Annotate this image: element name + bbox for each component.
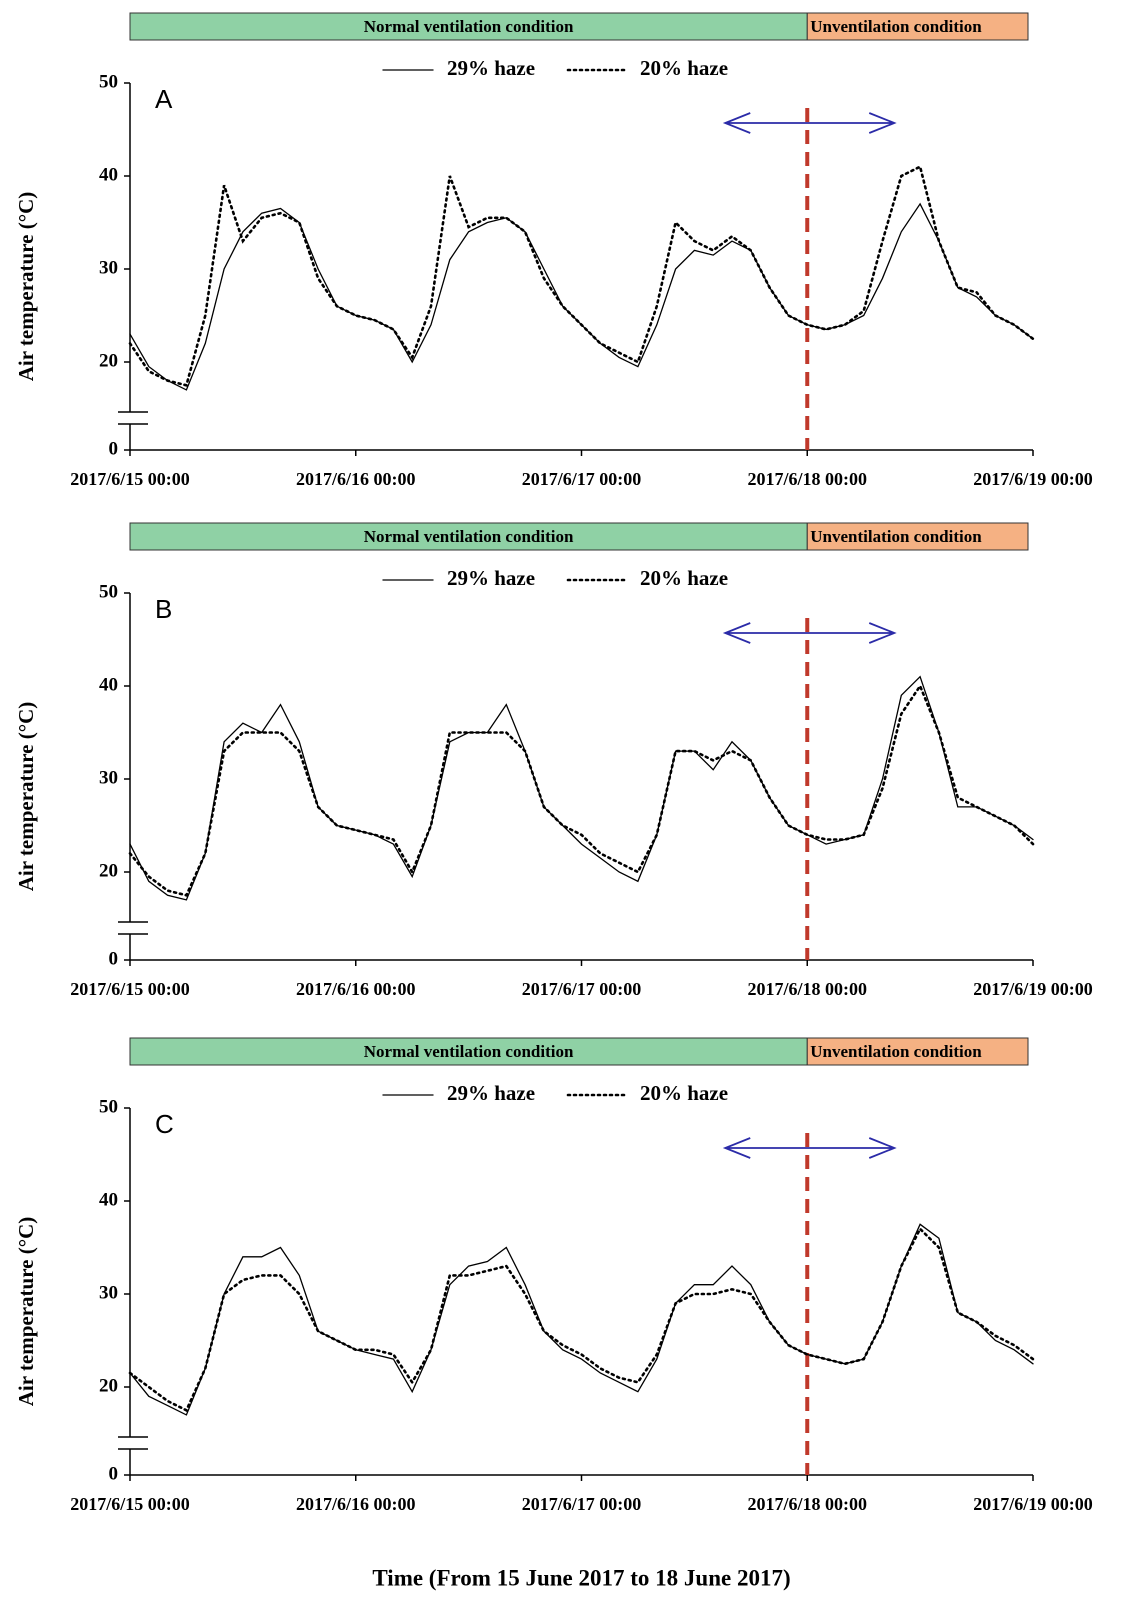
- x-tick-label: 2017/6/16 00:00: [296, 1494, 416, 1514]
- x-tick-label: 2017/6/18 00:00: [748, 1494, 868, 1514]
- y-tick-label: 30: [99, 1282, 118, 1303]
- series-line: [128, 1226, 1035, 1413]
- x-tick-label: 2017/6/18 00:00: [748, 469, 868, 489]
- y-tick-label: 0: [109, 438, 119, 459]
- legend-label: 20% haze: [640, 56, 728, 80]
- y-tick-label: 20: [99, 860, 118, 881]
- band-label: Unventilation condition: [810, 17, 982, 36]
- x-tick-label: 2017/6/17 00:00: [522, 469, 642, 489]
- x-tick-label: 2017/6/19 00:00: [973, 469, 1093, 489]
- legend-label: 29% haze: [447, 566, 535, 590]
- legend-label: 20% haze: [640, 566, 728, 590]
- legend-label: 29% haze: [447, 56, 535, 80]
- series-line: [129, 202, 1034, 391]
- panel-label: A: [155, 84, 173, 114]
- condition-band: [806, 522, 1029, 551]
- series-line: [129, 1223, 1034, 1416]
- y-tick-label: 40: [99, 164, 118, 185]
- x-tick-label: 2017/6/16 00:00: [296, 979, 416, 999]
- arrow: [722, 622, 897, 644]
- y-axis-label: Air temperature (°C): [14, 1217, 38, 1407]
- y-tick-label: 20: [99, 1375, 118, 1396]
- y-tick-label: 50: [99, 581, 118, 602]
- x-tick-label: 2017/6/19 00:00: [973, 1494, 1093, 1514]
- y-tick-label: 40: [99, 1189, 118, 1210]
- arrow: [722, 112, 897, 134]
- band-label: Normal ventilation condition: [364, 17, 574, 36]
- condition-band: [129, 12, 808, 41]
- y-tick-label: 30: [99, 767, 118, 788]
- y-tick-label: 40: [99, 674, 118, 695]
- x-tick-label: 2017/6/19 00:00: [973, 979, 1093, 999]
- x-tick-label: 2017/6/15 00:00: [70, 469, 190, 489]
- band-label: Unventilation condition: [810, 527, 982, 546]
- condition-band: [129, 522, 808, 551]
- band-label: Normal ventilation condition: [364, 527, 574, 546]
- band-label: Unventilation condition: [810, 1042, 982, 1061]
- x-tick-label: 2017/6/17 00:00: [522, 1494, 642, 1514]
- band-label: Normal ventilation condition: [364, 1042, 574, 1061]
- x-tick-label: 2017/6/16 00:00: [296, 469, 416, 489]
- y-tick-label: 50: [99, 71, 118, 92]
- series-line: [129, 675, 1034, 901]
- x-tick-label: 2017/6/18 00:00: [748, 979, 868, 999]
- series-line: [128, 683, 1035, 897]
- arrow: [722, 1137, 897, 1159]
- x-tick-label: 2017/6/17 00:00: [522, 979, 642, 999]
- legend-label: 29% haze: [447, 1081, 535, 1105]
- y-tick-label: 20: [99, 350, 118, 371]
- series-line: [128, 164, 1035, 387]
- panel-label: B: [155, 594, 172, 624]
- y-axis-label: Air temperature (°C): [14, 192, 38, 382]
- x-axis-label: Time (From 15 June 2017 to 18 June 2017): [372, 1565, 790, 1590]
- y-tick-label: 50: [99, 1096, 118, 1117]
- y-tick-label: 0: [109, 948, 119, 969]
- y-tick-label: 0: [109, 1463, 119, 1484]
- y-tick-label: 30: [99, 257, 118, 278]
- x-tick-label: 2017/6/15 00:00: [70, 979, 190, 999]
- condition-band: [806, 12, 1029, 41]
- y-axis-label: Air temperature (°C): [14, 702, 38, 892]
- panel-label: C: [155, 1109, 174, 1139]
- condition-band: [129, 1037, 808, 1066]
- legend-label: 20% haze: [640, 1081, 728, 1105]
- x-tick-label: 2017/6/15 00:00: [70, 1494, 190, 1514]
- condition-band: [806, 1037, 1029, 1066]
